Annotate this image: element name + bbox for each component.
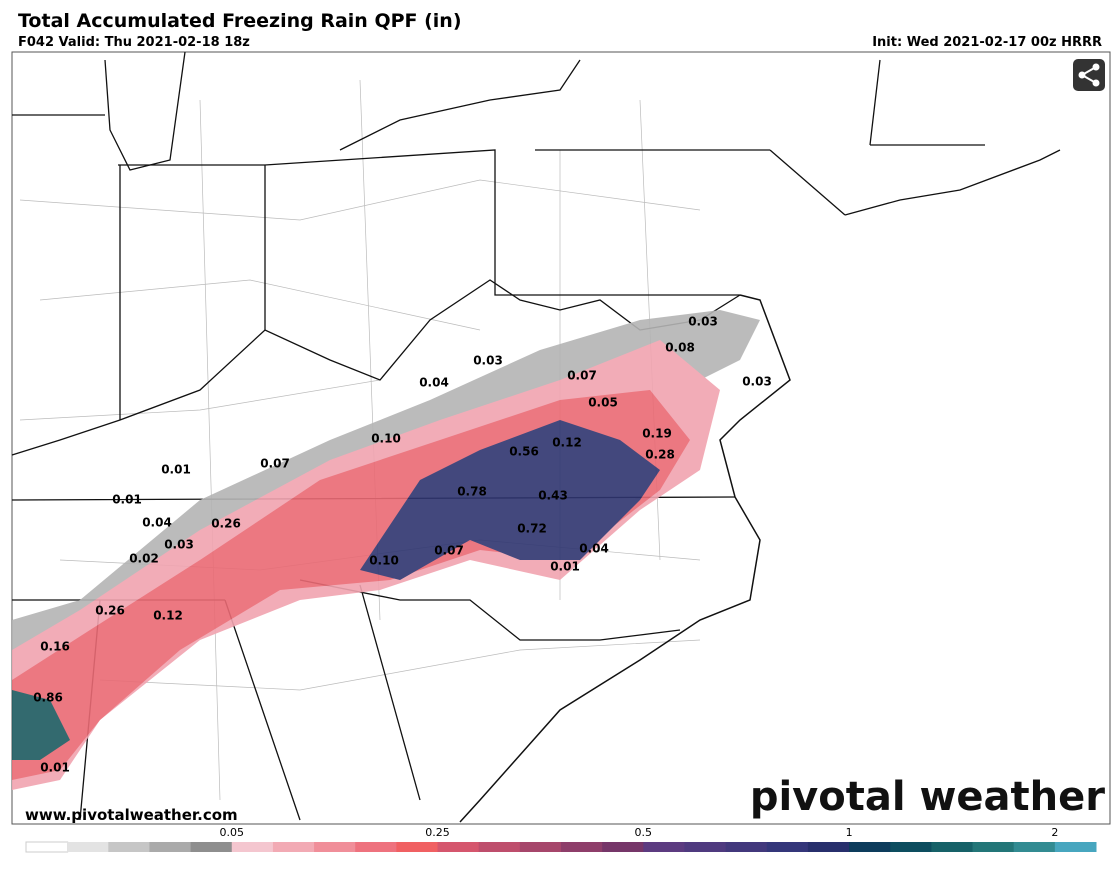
color-swatch xyxy=(67,842,109,852)
colorbar: 0.05 0.25 0.5 1 2 xyxy=(25,826,1097,853)
point-label: 0.05 xyxy=(588,396,618,410)
color-swatch xyxy=(272,842,315,852)
color-swatch xyxy=(849,842,891,852)
point-label: 0.43 xyxy=(538,489,568,503)
color-swatch xyxy=(684,842,727,852)
point-label: 0.02 xyxy=(129,552,159,566)
colorbar-tick-label: 0.25 xyxy=(425,826,450,839)
share-button[interactable] xyxy=(1073,59,1105,91)
colorbar-tick-label: 0.5 xyxy=(635,826,653,839)
color-swatch xyxy=(355,842,397,852)
title: Total Accumulated Freezing Rain QPF (in) xyxy=(18,10,462,32)
point-label: 0.04 xyxy=(579,542,609,556)
point-label: 0.12 xyxy=(552,436,582,450)
color-swatch xyxy=(561,842,603,852)
color-swatch xyxy=(231,842,274,852)
color-swatch xyxy=(890,842,932,852)
color-swatch xyxy=(766,842,809,852)
point-label: 0.07 xyxy=(434,544,464,558)
color-swatch xyxy=(108,842,150,852)
point-label: 0.12 xyxy=(153,609,183,623)
point-label: 0.03 xyxy=(688,315,718,329)
point-label: 0.10 xyxy=(369,554,399,568)
color-swatch xyxy=(478,842,521,852)
point-label: 0.03 xyxy=(473,354,503,368)
valid-time: F042 Valid: Thu 2021-02-18 18z xyxy=(18,35,250,50)
point-label: 0.03 xyxy=(164,538,194,552)
color-swatch xyxy=(25,841,69,853)
point-label: 0.10 xyxy=(371,432,401,446)
point-label: 0.86 xyxy=(33,691,63,705)
point-label: 0.04 xyxy=(142,516,172,530)
point-label: 0.01 xyxy=(40,761,70,775)
point-label: 0.26 xyxy=(211,517,241,531)
color-swatch xyxy=(643,842,685,852)
point-label: 0.03 xyxy=(742,375,772,389)
color-swatch xyxy=(149,842,192,852)
color-swatch xyxy=(725,842,768,852)
color-swatch xyxy=(1054,842,1097,852)
point-label: 0.78 xyxy=(457,485,487,499)
map xyxy=(11,51,1111,825)
point-label: 0.07 xyxy=(260,457,290,471)
color-swatch xyxy=(972,842,1015,852)
color-swatch xyxy=(437,842,480,852)
point-label: 0.01 xyxy=(112,493,142,507)
color-swatch xyxy=(396,842,439,852)
color-swatch xyxy=(931,842,974,852)
point-label: 0.16 xyxy=(40,640,70,654)
state-lines xyxy=(11,51,1061,823)
point-label: 0.72 xyxy=(517,522,547,536)
point-label: 0.19 xyxy=(642,427,672,441)
point-label: 0.56 xyxy=(509,445,539,459)
colorbar-tick-label: 1 xyxy=(846,826,853,839)
colorbar-tick-label: 0.05 xyxy=(220,826,245,839)
color-swatch xyxy=(519,842,562,852)
colorbar-tick-label: 2 xyxy=(1051,826,1058,839)
point-label: 0.28 xyxy=(645,448,675,462)
logo: pivotal weather xyxy=(750,774,1105,820)
point-label: 0.01 xyxy=(161,463,191,477)
color-swatch xyxy=(602,842,644,852)
color-swatch xyxy=(190,842,233,852)
precip-swath xyxy=(12,310,760,790)
point-label: 0.04 xyxy=(419,376,449,390)
color-swatch xyxy=(1013,842,1056,852)
point-label: 0.26 xyxy=(95,604,125,618)
init-time: Init: Wed 2021-02-17 00z HRRR xyxy=(872,35,1102,50)
point-label: 0.07 xyxy=(567,369,597,383)
color-swatch xyxy=(807,842,850,852)
point-label: 0.08 xyxy=(665,341,695,355)
color-swatch xyxy=(314,842,356,852)
website: www.pivotalweather.com xyxy=(25,806,238,824)
point-label: 0.01 xyxy=(550,560,580,574)
